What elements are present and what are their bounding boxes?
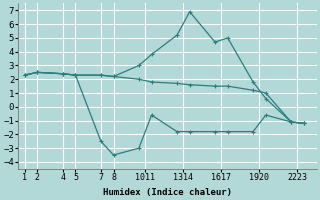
X-axis label: Humidex (Indice chaleur): Humidex (Indice chaleur) (103, 188, 232, 197)
